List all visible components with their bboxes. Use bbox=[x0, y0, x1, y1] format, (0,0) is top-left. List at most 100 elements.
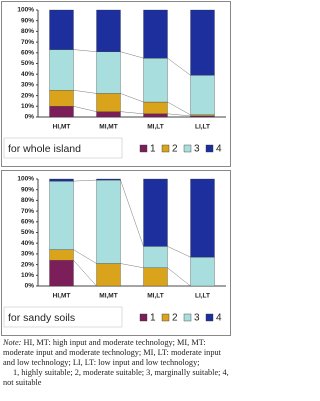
bar-segment bbox=[190, 75, 215, 116]
page: 0% 10% 20% 30% 40% 50% 60% 70% 80% 90% 100% HI,MT MI… bbox=[0, 1, 232, 388]
connector-line bbox=[73, 179, 97, 182]
connector-line bbox=[120, 93, 144, 103]
connector-line bbox=[73, 49, 97, 52]
bar-segment bbox=[143, 9, 168, 59]
bar-segment bbox=[190, 115, 215, 118]
connector-line bbox=[120, 263, 144, 269]
x-tick-label: MI,LT bbox=[147, 293, 164, 300]
connector-line bbox=[73, 106, 97, 112]
bar-segment bbox=[143, 246, 168, 268]
bar-segment bbox=[49, 90, 74, 107]
connector-line bbox=[120, 111, 144, 114]
y-tick-label: 20% bbox=[21, 92, 34, 99]
legend-swatch bbox=[161, 144, 170, 153]
bar-segment bbox=[96, 263, 121, 287]
y-tick-label: 80% bbox=[21, 28, 34, 35]
connector-line bbox=[120, 180, 144, 247]
y-tick-label: 50% bbox=[21, 229, 34, 236]
legend-swatch bbox=[183, 313, 192, 322]
y-tick-label: 60% bbox=[21, 50, 34, 57]
bar-segment bbox=[49, 260, 74, 287]
caption-box bbox=[3, 306, 123, 328]
legend-swatch bbox=[183, 144, 192, 153]
connector-line bbox=[167, 267, 191, 287]
note-legend: 1, highly suitable; 2, moderate suitable… bbox=[3, 368, 229, 387]
legend-label: 2 bbox=[172, 144, 178, 155]
y-tick-label: 30% bbox=[21, 82, 34, 89]
connector-line bbox=[167, 113, 191, 117]
note: Note: HI, MT: high input and moderate te… bbox=[0, 338, 232, 388]
x-tick-label: HI,MT bbox=[53, 124, 71, 131]
y-tick-label: 100% bbox=[17, 176, 34, 183]
x-tick-label: MI,MT bbox=[99, 124, 117, 131]
bar-segment bbox=[96, 93, 121, 112]
y-tick-label: 60% bbox=[21, 219, 34, 226]
connector-line bbox=[73, 260, 97, 287]
bar-segment bbox=[96, 51, 121, 94]
legend-swatch bbox=[139, 313, 148, 322]
connector-line bbox=[167, 246, 191, 258]
bar-segment bbox=[143, 267, 168, 287]
bar-segment bbox=[49, 180, 74, 250]
bar-segment bbox=[96, 178, 121, 181]
x-tick-label: MI,MT bbox=[99, 293, 117, 300]
bar-segment bbox=[49, 9, 74, 50]
x-tick-label: LI,LT bbox=[195, 293, 210, 300]
legend-label: 4 bbox=[216, 313, 222, 324]
y-tick-label: 0% bbox=[25, 283, 35, 290]
y-tick-label: 90% bbox=[21, 17, 34, 24]
legend-label: 3 bbox=[194, 144, 200, 155]
connector-line bbox=[167, 57, 191, 76]
y-tick-label: 70% bbox=[21, 208, 34, 215]
bar-segment bbox=[49, 249, 74, 261]
legend-swatch bbox=[161, 313, 170, 322]
legend-swatch bbox=[205, 313, 214, 322]
note-text: Note: HI, MT: high input and moderate te… bbox=[3, 338, 229, 368]
connector-line bbox=[73, 90, 97, 94]
legend-label: 3 bbox=[194, 313, 200, 324]
y-tick-label: 0% bbox=[25, 114, 35, 121]
x-tick-label: LI,LT bbox=[195, 124, 210, 131]
legend-swatch bbox=[139, 144, 148, 153]
y-tick-label: 30% bbox=[21, 251, 34, 258]
y-tick-label: 50% bbox=[21, 60, 34, 67]
legend-swatch bbox=[205, 144, 214, 153]
y-tick-label: 90% bbox=[21, 186, 34, 193]
y-tick-label: 40% bbox=[21, 240, 34, 247]
legend-label: 1 bbox=[150, 313, 156, 324]
y-tick-label: 10% bbox=[21, 103, 34, 110]
bar-segment bbox=[96, 111, 121, 118]
chart-frame bbox=[1, 170, 231, 336]
x-tick-label: MI,LT bbox=[147, 124, 164, 131]
legend-label: 2 bbox=[172, 313, 178, 324]
bar-segment bbox=[49, 178, 74, 182]
y-tick-label: 40% bbox=[21, 71, 34, 78]
bar-segment bbox=[143, 113, 168, 118]
legend-label: 1 bbox=[150, 144, 156, 155]
bar-segment bbox=[190, 256, 215, 287]
y-tick-label: 80% bbox=[21, 197, 34, 204]
connector-line bbox=[167, 101, 191, 116]
connector-line bbox=[120, 51, 144, 59]
bar-segment bbox=[143, 178, 168, 247]
bar-segment bbox=[190, 9, 215, 76]
charts: 0%10%20%30%40%50%60%70%80%90%100%HI,MT MI… bbox=[1, 1, 231, 336]
bar-segment bbox=[190, 178, 215, 258]
bar-segment bbox=[96, 9, 121, 52]
caption-box bbox=[3, 137, 123, 159]
bar-segment bbox=[49, 49, 74, 91]
bar-segment bbox=[96, 179, 121, 264]
x-tick-label: HI,MT bbox=[53, 293, 71, 300]
legend-label: 4 bbox=[216, 144, 222, 155]
y-tick-label: 20% bbox=[21, 261, 34, 268]
chart-frame bbox=[1, 1, 231, 167]
note-label: Note: bbox=[3, 338, 22, 347]
y-tick-label: 100% bbox=[17, 7, 34, 14]
bar-segment bbox=[143, 101, 168, 114]
bar-segment bbox=[190, 114, 215, 117]
y-tick-label: 10% bbox=[21, 272, 34, 279]
connector-line bbox=[73, 249, 97, 264]
chart-title: for whole island bbox=[8, 143, 81, 155]
bar-segment bbox=[143, 58, 168, 103]
note-body: HI, MT: high input and moderate technolo… bbox=[3, 338, 221, 367]
